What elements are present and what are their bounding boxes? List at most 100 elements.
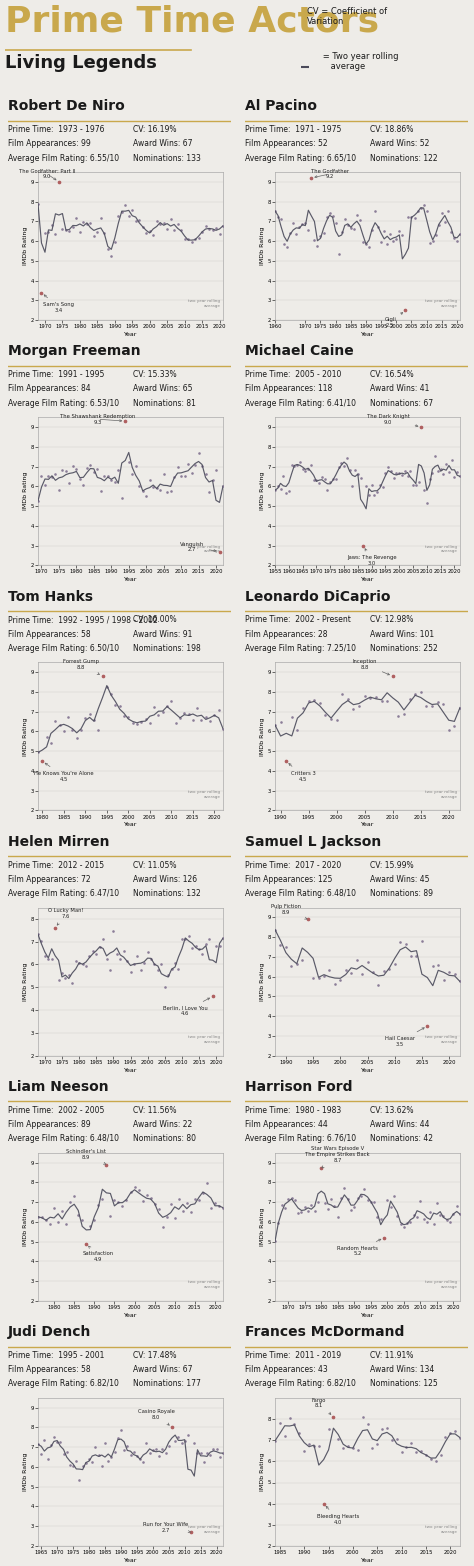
Point <box>198 708 205 733</box>
Text: Average Film Rating: 6.41/10: Average Film Rating: 6.41/10 <box>245 399 356 407</box>
Point <box>448 448 456 473</box>
Point <box>389 664 397 689</box>
Point <box>271 1428 279 1453</box>
Point <box>137 957 145 982</box>
Point <box>422 1442 430 1467</box>
Y-axis label: IMDb Rating: IMDb Rating <box>260 1207 264 1247</box>
Point <box>451 714 458 739</box>
Point <box>310 687 318 713</box>
Point <box>423 199 430 224</box>
Point <box>172 1428 179 1453</box>
Point <box>216 539 223 564</box>
Point <box>456 464 464 489</box>
Point <box>327 470 334 495</box>
Point <box>213 1436 220 1461</box>
Point <box>314 233 321 258</box>
Point <box>288 954 295 979</box>
Point <box>73 205 80 230</box>
Point <box>344 687 352 713</box>
Point <box>130 1439 137 1464</box>
Point <box>38 749 46 774</box>
Point <box>68 969 76 994</box>
Point <box>207 1195 215 1220</box>
Point <box>315 471 323 496</box>
Point <box>401 459 409 484</box>
Point <box>281 1423 289 1449</box>
Point <box>181 700 188 725</box>
Point <box>310 468 318 493</box>
Point <box>447 1209 454 1234</box>
Point <box>424 1013 431 1038</box>
X-axis label: Year: Year <box>361 332 374 337</box>
Point <box>150 694 158 719</box>
Point <box>320 221 328 246</box>
Point <box>408 1431 415 1456</box>
Point <box>170 218 178 243</box>
Point <box>72 949 80 974</box>
Point <box>308 166 315 191</box>
Point <box>165 1433 173 1458</box>
Point <box>337 449 345 474</box>
Point <box>413 943 420 968</box>
Point <box>83 456 91 481</box>
Point <box>451 1419 459 1444</box>
Point <box>123 947 131 972</box>
Point <box>215 1193 223 1218</box>
Point <box>90 460 98 485</box>
Point <box>123 1187 130 1212</box>
Point <box>456 969 464 994</box>
Point <box>318 464 326 489</box>
Point <box>324 478 331 503</box>
Point <box>298 1200 305 1225</box>
Point <box>395 219 403 244</box>
Point <box>176 705 184 730</box>
Point <box>209 467 216 492</box>
Point <box>103 946 110 971</box>
Point <box>187 1519 195 1544</box>
Point <box>195 226 202 251</box>
Point <box>137 709 145 734</box>
Point <box>163 694 171 719</box>
Point <box>202 213 210 238</box>
Point <box>439 692 447 717</box>
Point <box>304 1198 312 1223</box>
Point <box>91 1207 98 1232</box>
Point <box>392 460 400 485</box>
Text: CV: 11.91%: CV: 11.91% <box>370 1351 413 1359</box>
Point <box>320 963 328 988</box>
Point <box>282 481 290 506</box>
Point <box>99 664 106 689</box>
Point <box>136 473 143 498</box>
Point <box>389 664 397 689</box>
Point <box>308 1193 315 1218</box>
Point <box>45 947 52 972</box>
Point <box>321 1190 328 1215</box>
Point <box>427 1200 434 1225</box>
Point <box>38 749 46 774</box>
Point <box>206 926 213 951</box>
Point <box>311 1198 319 1223</box>
Point <box>318 1156 325 1181</box>
Point <box>216 1444 224 1469</box>
X-axis label: Year: Year <box>124 1558 137 1563</box>
Point <box>434 689 441 714</box>
Point <box>132 454 139 479</box>
Point <box>65 219 73 244</box>
Point <box>307 453 315 478</box>
Text: Nominations: 122: Nominations: 122 <box>370 153 438 163</box>
Point <box>92 941 100 966</box>
Point <box>423 490 431 515</box>
Point <box>382 460 389 485</box>
Point <box>210 702 218 727</box>
Point <box>93 219 101 244</box>
Point <box>65 963 73 988</box>
Point <box>198 454 206 479</box>
Point <box>364 1413 371 1438</box>
Point <box>364 1187 371 1212</box>
Point <box>90 708 98 733</box>
Point <box>367 1190 374 1215</box>
Point <box>396 929 404 954</box>
Point <box>372 684 380 709</box>
Point <box>305 1431 313 1456</box>
Point <box>368 473 375 498</box>
